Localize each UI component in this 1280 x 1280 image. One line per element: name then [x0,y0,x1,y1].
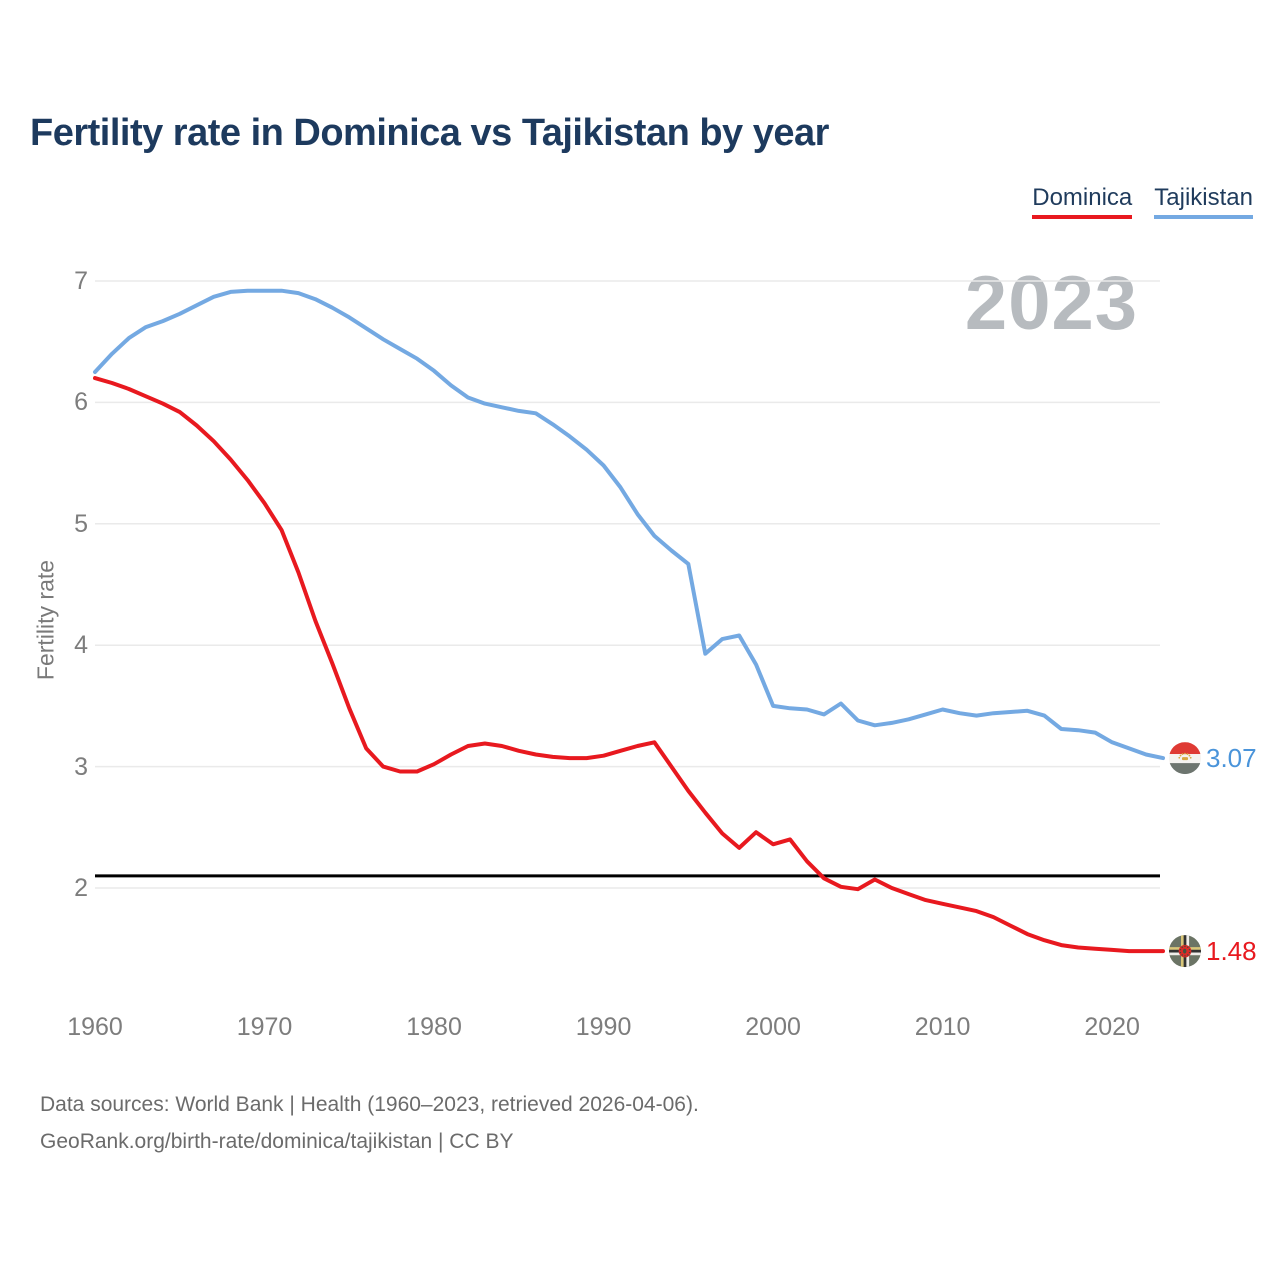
series-line-dominica [93,376,1165,954]
y-axis-tick: 4 [74,631,88,660]
x-axis-tick: 1980 [406,1013,462,1041]
x-axis-tick: 2020 [1084,1013,1140,1041]
chart-legend: Dominica Tajikistan [1032,184,1253,219]
series-end-value-dominica: 1.48 [1206,936,1257,967]
y-axis-tick: 6 [74,388,88,417]
source-attribution: Data sources: World Bank | Health (1960–… [40,1086,699,1160]
x-axis-tick: 1990 [575,1013,632,1041]
x-axis-tick: 2010 [914,1013,971,1041]
tajikistan-flag-icon [1169,742,1201,775]
y-axis-tick: 7 [74,267,88,295]
license-line: GeoRank.org/birth-rate/dominica/tajikist… [40,1130,514,1153]
chart-title: Fertility rate in Dominica vs Tajikistan… [30,112,829,154]
x-axis-tick: 2000 [745,1013,801,1041]
x-axis-tick: 1970 [236,1013,293,1041]
data-sources-line: Data sources: World Bank | Health (1960–… [40,1093,699,1116]
y-axis-tick: 5 [74,509,88,538]
series-line-tajikistan [93,288,1165,761]
y-axis-title: Fertility rate [32,559,59,681]
y-axis-tick: 2 [74,874,88,902]
x-axis-tick: 1960 [67,1013,123,1041]
dominica-flag-icon [1169,935,1201,968]
legend-item-dominica[interactable]: Dominica [1032,184,1133,219]
legend-item-tajikistan[interactable]: Tajikistan [1154,184,1253,219]
year-watermark: 2023 [964,261,1138,346]
series-end-value-tajikistan: 3.07 [1206,743,1257,774]
y-axis-tick: 3 [74,752,88,781]
